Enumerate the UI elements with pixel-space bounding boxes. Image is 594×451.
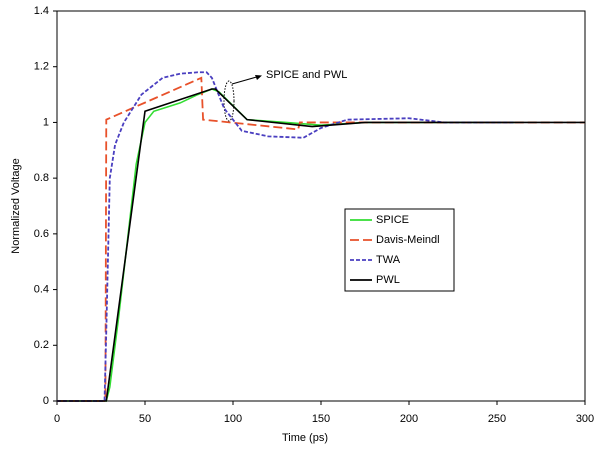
- legend-label: TWA: [376, 254, 401, 266]
- series-line: [57, 88, 585, 402]
- series-line: [57, 76, 585, 402]
- x-axis-label: Time (ps): [282, 432, 328, 444]
- y-tick-label: 1.4: [34, 5, 49, 17]
- annotation-arrowhead: [255, 75, 262, 80]
- x-tick-label: 100: [224, 413, 242, 425]
- y-tick-label: 0: [43, 395, 49, 407]
- y-tick-label: 0.4: [34, 283, 49, 295]
- annotation-arrow: [231, 75, 261, 85]
- x-tick-label: 50: [139, 413, 151, 425]
- y-tick-label: 1.2: [34, 61, 49, 73]
- x-tick-label: 300: [576, 413, 594, 425]
- plot-area: [56, 10, 586, 402]
- x-tick-label: 250: [488, 413, 506, 425]
- y-tick-label: 0.6: [34, 228, 49, 240]
- x-tick-label: 150: [312, 413, 330, 425]
- y-tick-label: 1: [43, 116, 49, 128]
- y-axis-label: Normalized Voltage: [10, 158, 22, 253]
- x-tick-label: 0: [54, 413, 60, 425]
- legend-label: SPICE: [376, 214, 409, 226]
- y-tick-label: 0.8: [34, 172, 49, 184]
- legend-label: PWL: [376, 274, 400, 286]
- legend-label: Davis-Meindl: [376, 234, 440, 246]
- x-tick-label: 200: [400, 413, 418, 425]
- legend: [344, 208, 455, 292]
- annotation: SPICE and PWL: [266, 69, 347, 81]
- y-tick-label: 0.2: [34, 339, 49, 351]
- series-line: [57, 71, 515, 402]
- annotation-ellipse: [223, 80, 235, 122]
